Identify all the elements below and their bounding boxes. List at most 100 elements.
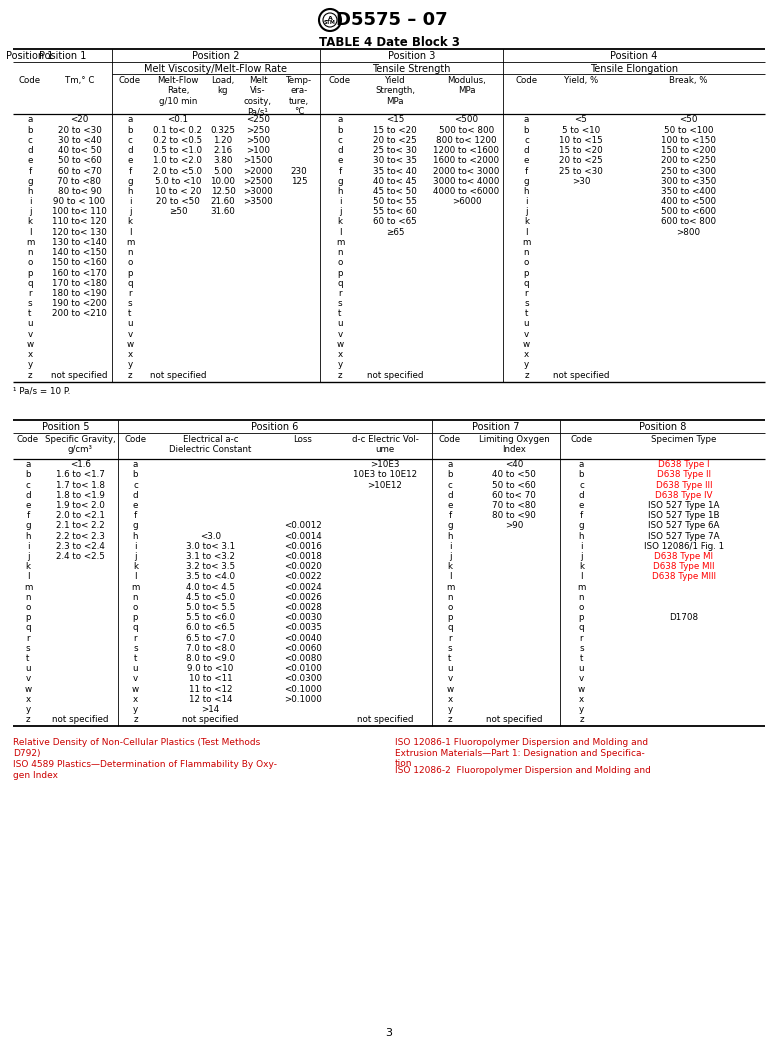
- Text: >0.1000: >0.1000: [284, 694, 322, 704]
- Text: b: b: [128, 126, 133, 134]
- Text: Position 3: Position 3: [387, 51, 435, 61]
- Text: v: v: [27, 330, 33, 338]
- Text: k: k: [128, 218, 132, 227]
- Text: Melt Viscosity/Melt-Flow Rate: Melt Viscosity/Melt-Flow Rate: [145, 64, 288, 74]
- Text: Modulus,
MPa: Modulus, MPa: [447, 76, 486, 96]
- Text: 3.1 to <3.2: 3.1 to <3.2: [186, 552, 235, 561]
- Text: b: b: [524, 126, 529, 134]
- Text: u: u: [133, 664, 138, 674]
- Text: p: p: [524, 269, 529, 278]
- Text: l: l: [128, 228, 131, 236]
- Text: f: f: [29, 167, 32, 176]
- Text: 80 to <90: 80 to <90: [492, 511, 536, 520]
- Text: 3000 to< 4000: 3000 to< 4000: [433, 177, 499, 185]
- Text: 100 to< 110: 100 to< 110: [52, 207, 107, 217]
- Text: <0.0020: <0.0020: [284, 562, 322, 572]
- Text: q: q: [524, 279, 529, 287]
- Text: 55 to< 60: 55 to< 60: [373, 207, 417, 217]
- Text: ISO 527 Type 7A: ISO 527 Type 7A: [648, 532, 720, 540]
- Text: z: z: [579, 715, 584, 725]
- Text: 1600 to <2000: 1600 to <2000: [433, 156, 499, 166]
- Text: >90: >90: [505, 522, 523, 531]
- Text: a: a: [133, 460, 138, 469]
- Text: 3.2 to< 3.5: 3.2 to< 3.5: [186, 562, 235, 572]
- Text: Position 6: Position 6: [251, 422, 299, 432]
- Text: k: k: [524, 218, 529, 227]
- Text: 300 to <350: 300 to <350: [661, 177, 716, 185]
- Text: x: x: [27, 350, 33, 359]
- Text: i: i: [26, 541, 30, 551]
- Text: n: n: [579, 592, 584, 602]
- Text: <0.0012: <0.0012: [284, 522, 322, 531]
- Text: o: o: [27, 258, 33, 268]
- Text: >3000: >3000: [243, 187, 273, 196]
- Text: 230: 230: [291, 167, 307, 176]
- Text: Load,
kg: Load, kg: [212, 76, 235, 96]
- Text: 40 to< 50: 40 to< 50: [58, 146, 101, 155]
- Text: u: u: [27, 320, 33, 329]
- Text: 15 to <20: 15 to <20: [373, 126, 417, 134]
- Text: 5 to <10: 5 to <10: [562, 126, 600, 134]
- Text: v: v: [524, 330, 529, 338]
- Text: k: k: [338, 218, 342, 227]
- Text: 10 to <15: 10 to <15: [559, 136, 603, 145]
- Text: f: f: [525, 167, 528, 176]
- Text: p: p: [128, 269, 133, 278]
- Text: r: r: [524, 289, 528, 298]
- Text: 2.0 to <2.1: 2.0 to <2.1: [56, 511, 105, 520]
- Text: Tensile Elongation: Tensile Elongation: [590, 64, 678, 74]
- Text: s: s: [28, 299, 33, 308]
- Text: 1200 to <1600: 1200 to <1600: [433, 146, 499, 155]
- Text: 6.0 to <6.5: 6.0 to <6.5: [186, 624, 235, 632]
- Text: <5: <5: [575, 116, 587, 125]
- Text: h: h: [447, 532, 453, 540]
- Text: t: t: [580, 654, 584, 663]
- Text: o: o: [579, 603, 584, 612]
- Text: Code: Code: [329, 76, 351, 85]
- Text: j: j: [449, 552, 451, 561]
- Text: d: d: [524, 146, 529, 155]
- Text: q: q: [127, 279, 133, 287]
- Text: s: s: [524, 299, 529, 308]
- Text: h: h: [128, 187, 133, 196]
- Text: 2.1 to< 2.2: 2.1 to< 2.2: [56, 522, 105, 531]
- Text: D638 Type IV: D638 Type IV: [655, 490, 713, 500]
- Text: x: x: [128, 350, 132, 359]
- Text: 21.60: 21.60: [211, 197, 236, 206]
- Text: t: t: [26, 654, 30, 663]
- Text: 25 to< 30: 25 to< 30: [373, 146, 417, 155]
- Text: 160 to <170: 160 to <170: [52, 269, 107, 278]
- Text: ISO 527 Type 6A: ISO 527 Type 6A: [648, 522, 720, 531]
- Text: ≥50: ≥50: [169, 207, 187, 217]
- Text: 20 to <25: 20 to <25: [559, 156, 603, 166]
- Text: e: e: [27, 156, 33, 166]
- Text: o: o: [26, 603, 30, 612]
- Text: c: c: [26, 481, 30, 489]
- Text: 1.8 to <1.9: 1.8 to <1.9: [56, 490, 105, 500]
- Text: 200 to <210: 200 to <210: [52, 309, 107, 319]
- Text: 60 to <70: 60 to <70: [58, 167, 101, 176]
- Text: not specified: not specified: [552, 371, 609, 380]
- Text: 180 to <190: 180 to <190: [52, 289, 107, 298]
- Text: a: a: [524, 116, 529, 125]
- Text: 0.5 to <1.0: 0.5 to <1.0: [153, 146, 202, 155]
- Text: d: d: [447, 490, 453, 500]
- Text: 2.0 to <5.0: 2.0 to <5.0: [153, 167, 202, 176]
- Text: d: d: [337, 146, 343, 155]
- Text: 2.3 to <2.4: 2.3 to <2.4: [56, 541, 105, 551]
- Text: y: y: [26, 705, 30, 714]
- Text: >30: >30: [572, 177, 591, 185]
- Text: <0.0060: <0.0060: [284, 643, 322, 653]
- Text: 110 to< 120: 110 to< 120: [52, 218, 107, 227]
- Text: Code: Code: [516, 76, 538, 85]
- Text: l: l: [449, 573, 451, 582]
- Text: s: s: [128, 299, 132, 308]
- Text: m: m: [26, 238, 34, 247]
- Text: 70 to <80: 70 to <80: [58, 177, 101, 185]
- Text: y: y: [133, 705, 138, 714]
- Text: 150 to <200: 150 to <200: [661, 146, 716, 155]
- Text: 10 to < 20: 10 to < 20: [155, 187, 202, 196]
- Text: g: g: [447, 522, 453, 531]
- Text: r: r: [26, 634, 30, 642]
- Text: t: t: [134, 654, 137, 663]
